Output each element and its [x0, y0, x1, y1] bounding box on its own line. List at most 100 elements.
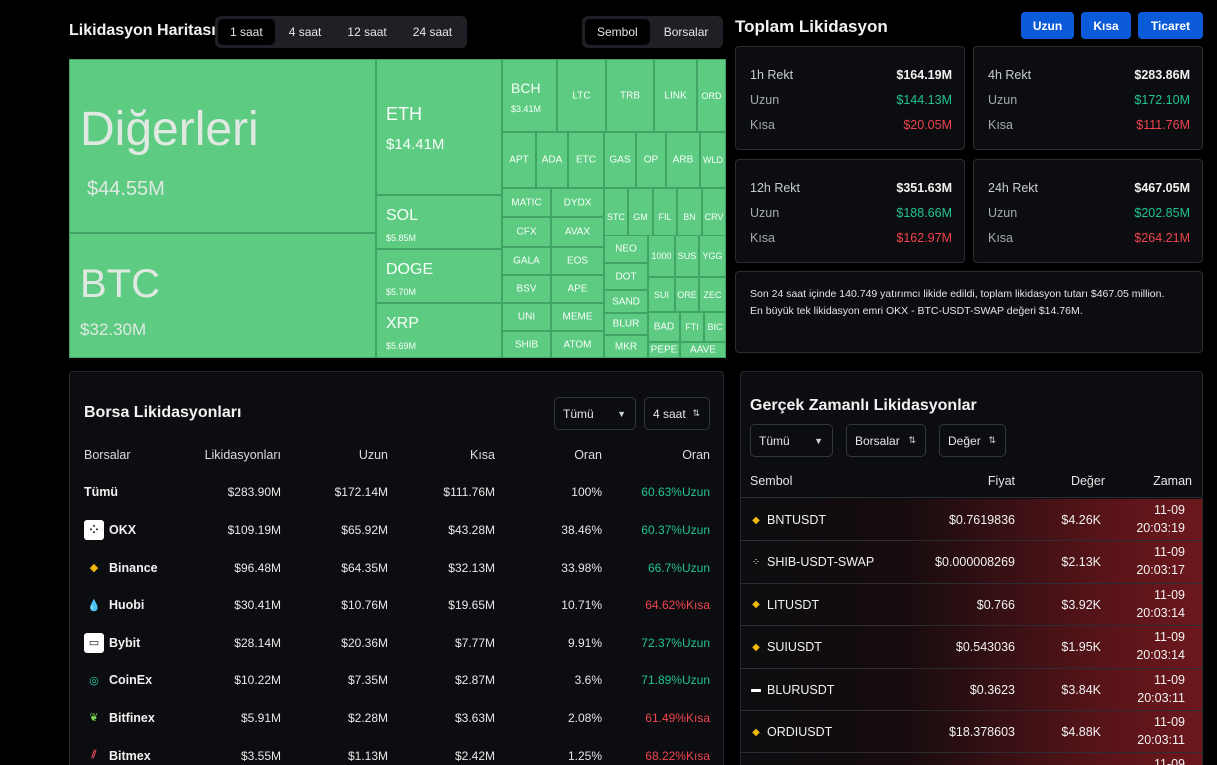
- treemap-tile-gala[interactable]: GALA: [502, 247, 551, 275]
- exchange-filter-dropdown[interactable]: Tümü ▼: [554, 397, 636, 430]
- treemap-tile-sand[interactable]: SAND: [604, 290, 648, 313]
- time: 20:03:14: [1136, 648, 1185, 663]
- short-button[interactable]: Kısa: [1081, 12, 1131, 39]
- tab-24h[interactable]: 24 saat: [412, 25, 453, 39]
- treemap-tile-sui[interactable]: SUI: [648, 277, 675, 312]
- treemap-tile-arb[interactable]: ARB: [666, 132, 700, 188]
- symbol-cell: ◆ BNTUSDT: [750, 513, 826, 527]
- treemap-tile-bic[interactable]: BIC: [704, 312, 726, 342]
- rekt-total: $467.05M: [1134, 181, 1190, 195]
- exchange-row[interactable]: ❦ Bitfinex $5.91M $2.28M $3.63M 2.08% 61.49%Kı…: [84, 699, 710, 737]
- exchange-row[interactable]: ⫽ Bitmex $3.55M $1.13M $2.42M 1.25% 68.22%Kısa: [84, 737, 710, 765]
- time: 20:03:14: [1136, 605, 1185, 620]
- realtime-value-select[interactable]: Değer ⇅: [939, 424, 1006, 457]
- exchange-row[interactable]: ⁘ OKX $109.19M $65.92M $43.28M 38.46% 60.37%Uz…: [84, 511, 710, 549]
- value: $1.95K: [1061, 640, 1101, 655]
- treemap-tile-etc[interactable]: ETC: [568, 132, 604, 188]
- col-long: Uzun: [358, 447, 388, 462]
- treemap-tile-mkr[interactable]: MKR: [604, 335, 648, 358]
- exchange-row[interactable]: ▭ Bybit $28.14M $20.36M $7.77M 9.91% 72.37%Uzu…: [84, 624, 710, 662]
- treemap-tile-aave[interactable]: AAVE: [680, 342, 726, 358]
- treemap-tile-sus[interactable]: SUS: [675, 235, 699, 277]
- treemap-tile-doge[interactable]: DOGE $5.70M: [376, 249, 502, 303]
- realtime-row[interactable]: ◆ BNTUSDT $0.7619836 $4.26K 11-09 20:03:19: [741, 499, 1202, 542]
- treemap-tile-xrp[interactable]: XRP $5.69M: [376, 303, 502, 358]
- exchange-row[interactable]: ◆ Binance $96.48M $64.35M $32.13M 33.98% 66.7%…: [84, 549, 710, 587]
- realtime-row[interactable]: ◆ ORDIUSDT $18.378603 $4.88K 11-09 20:03:11: [741, 711, 1202, 754]
- short-label: Kısa: [750, 231, 776, 245]
- symbol: ORDIUSDT: [767, 725, 833, 739]
- realtime-exchange-select[interactable]: Borsalar ⇅: [846, 424, 926, 457]
- treemap-tile-dydx[interactable]: DYDX: [551, 188, 604, 217]
- trade-button[interactable]: Ticaret: [1138, 12, 1203, 39]
- tile-symbol: SAND: [612, 296, 640, 307]
- treemap-tile-ore[interactable]: ORE: [675, 277, 699, 312]
- realtime-filter-dropdown[interactable]: Tümü ▼: [750, 424, 833, 457]
- rekt-long-row: Uzun $144.13M: [750, 93, 952, 107]
- treemap-tile-btc[interactable]: BTC $32.30M: [69, 233, 376, 358]
- bybit-icon: ▭: [84, 632, 104, 653]
- treemap-tile-zec[interactable]: ZEC: [699, 277, 726, 312]
- treemap-tile-sol[interactable]: SOL $5.85M: [376, 195, 502, 249]
- treemap-tile-avax[interactable]: AVAX: [551, 217, 604, 247]
- tile-symbol: AAVE: [690, 344, 716, 356]
- treemap-tile-cfx[interactable]: CFX: [502, 217, 551, 247]
- tile-symbol: ORE: [677, 289, 697, 300]
- tile-symbol: DOT: [615, 271, 637, 282]
- share-value: 3.6%: [574, 673, 602, 688]
- treemap-tile-fti[interactable]: FTI: [680, 312, 704, 342]
- period-select[interactable]: 4 saat ⇅: [644, 397, 710, 430]
- treemap-tile-op[interactable]: OP: [636, 132, 666, 188]
- realtime-row[interactable]: ◆ SUIUSDT $0.543036 $1.95K 11-09 20:03:14: [741, 626, 1202, 669]
- rekt-card-24h: 24h Rekt $467.05M Uzun $202.85M Kısa $264.21M: [973, 159, 1203, 263]
- treemap-tile-blur[interactable]: BLUR: [604, 313, 648, 335]
- tab-1h[interactable]: 1 saat: [218, 19, 275, 45]
- tile-symbol: BIC: [707, 322, 723, 332]
- long-button[interactable]: Uzun: [1021, 12, 1074, 39]
- realtime-row[interactable]: ⁘ SHIB-USDT-SWAP $0.000008269 $2.13K 11-09 20…: [741, 541, 1202, 584]
- treemap-tile-link[interactable]: LINK: [654, 59, 697, 132]
- treemap-tile-bsv[interactable]: BSV: [502, 275, 551, 303]
- treemap-tile-ord[interactable]: ORD: [697, 59, 726, 132]
- okx-icon: ⁘: [751, 556, 761, 568]
- exchange-row[interactable]: Tümü $283.90M $172.14M $111.76M 100% 60.63%Uz…: [84, 474, 710, 512]
- treemap-tile-ltc[interactable]: LTC: [557, 59, 606, 132]
- tile-symbol: CFX: [516, 226, 537, 238]
- treemap-tile-meme[interactable]: MEME: [551, 303, 604, 331]
- treemap-tile-bch[interactable]: BCH $3.41M: [502, 59, 557, 132]
- treemap-tile-bad[interactable]: BAD: [648, 312, 680, 342]
- treemap-tile-trb[interactable]: TRB: [606, 59, 654, 132]
- exchange-row[interactable]: 💧 Huobi $30.41M $10.76M $19.65M 10.71% 64.62%K…: [84, 586, 710, 624]
- treemap-tile-ada[interactable]: ADA: [536, 132, 568, 188]
- realtime-row[interactable]: ◆ LITUSDT $0.766 $3.92K 11-09 20:03:14: [741, 583, 1202, 627]
- treemap-tile-pepe[interactable]: PEPE: [648, 342, 680, 358]
- treemap-tile-shib[interactable]: SHIB: [502, 331, 551, 358]
- treemap-tile-di-erleri[interactable]: Diğerleri $44.55M: [69, 59, 376, 233]
- realtime-row[interactable]: 11-09: [741, 753, 1202, 765]
- treemap-tile-uni[interactable]: UNI: [502, 303, 551, 331]
- tile-symbol: ETC: [576, 154, 596, 166]
- treemap-tile-apt[interactable]: APT: [502, 132, 536, 188]
- tab-4h[interactable]: 4 saat: [288, 25, 322, 39]
- tab-exchanges[interactable]: Borsalar: [663, 25, 709, 39]
- treemap-tile-1000[interactable]: 1000: [648, 235, 675, 277]
- short-value: $2.87M: [454, 673, 495, 688]
- treemap-tile-ape[interactable]: APE: [551, 275, 604, 303]
- treemap-tile-matic[interactable]: MATIC: [502, 188, 551, 217]
- long-value: $65.92M: [341, 522, 388, 537]
- share-value: 10.71%: [561, 598, 602, 613]
- treemap-tile-wld[interactable]: WLD: [700, 132, 726, 188]
- tile-value: $5.70M: [386, 287, 417, 297]
- treemap-tile-neo[interactable]: NEO: [604, 235, 648, 263]
- tab-12h[interactable]: 12 saat: [347, 25, 387, 39]
- realtime-row[interactable]: ▬ BLURUSDT $0.3623 $3.84K 11-09 20:03:11: [741, 668, 1202, 711]
- treemap-tile-eth[interactable]: ETH $14.41M: [376, 59, 502, 195]
- tab-symbol[interactable]: Sembol: [585, 19, 650, 45]
- short-value: $111.76M: [443, 485, 495, 500]
- treemap-tile-eos[interactable]: EOS: [551, 247, 604, 275]
- exchange-row[interactable]: ◎ CoinEx $10.22M $7.35M $2.87M 3.6% 71.89%Uzun: [84, 662, 710, 700]
- treemap-tile-gas[interactable]: GAS: [604, 132, 636, 188]
- treemap-tile-atom[interactable]: ATOM: [551, 331, 604, 358]
- treemap-tile-dot[interactable]: DOT: [604, 263, 648, 290]
- treemap-tile-ygg[interactable]: YGG: [699, 235, 726, 277]
